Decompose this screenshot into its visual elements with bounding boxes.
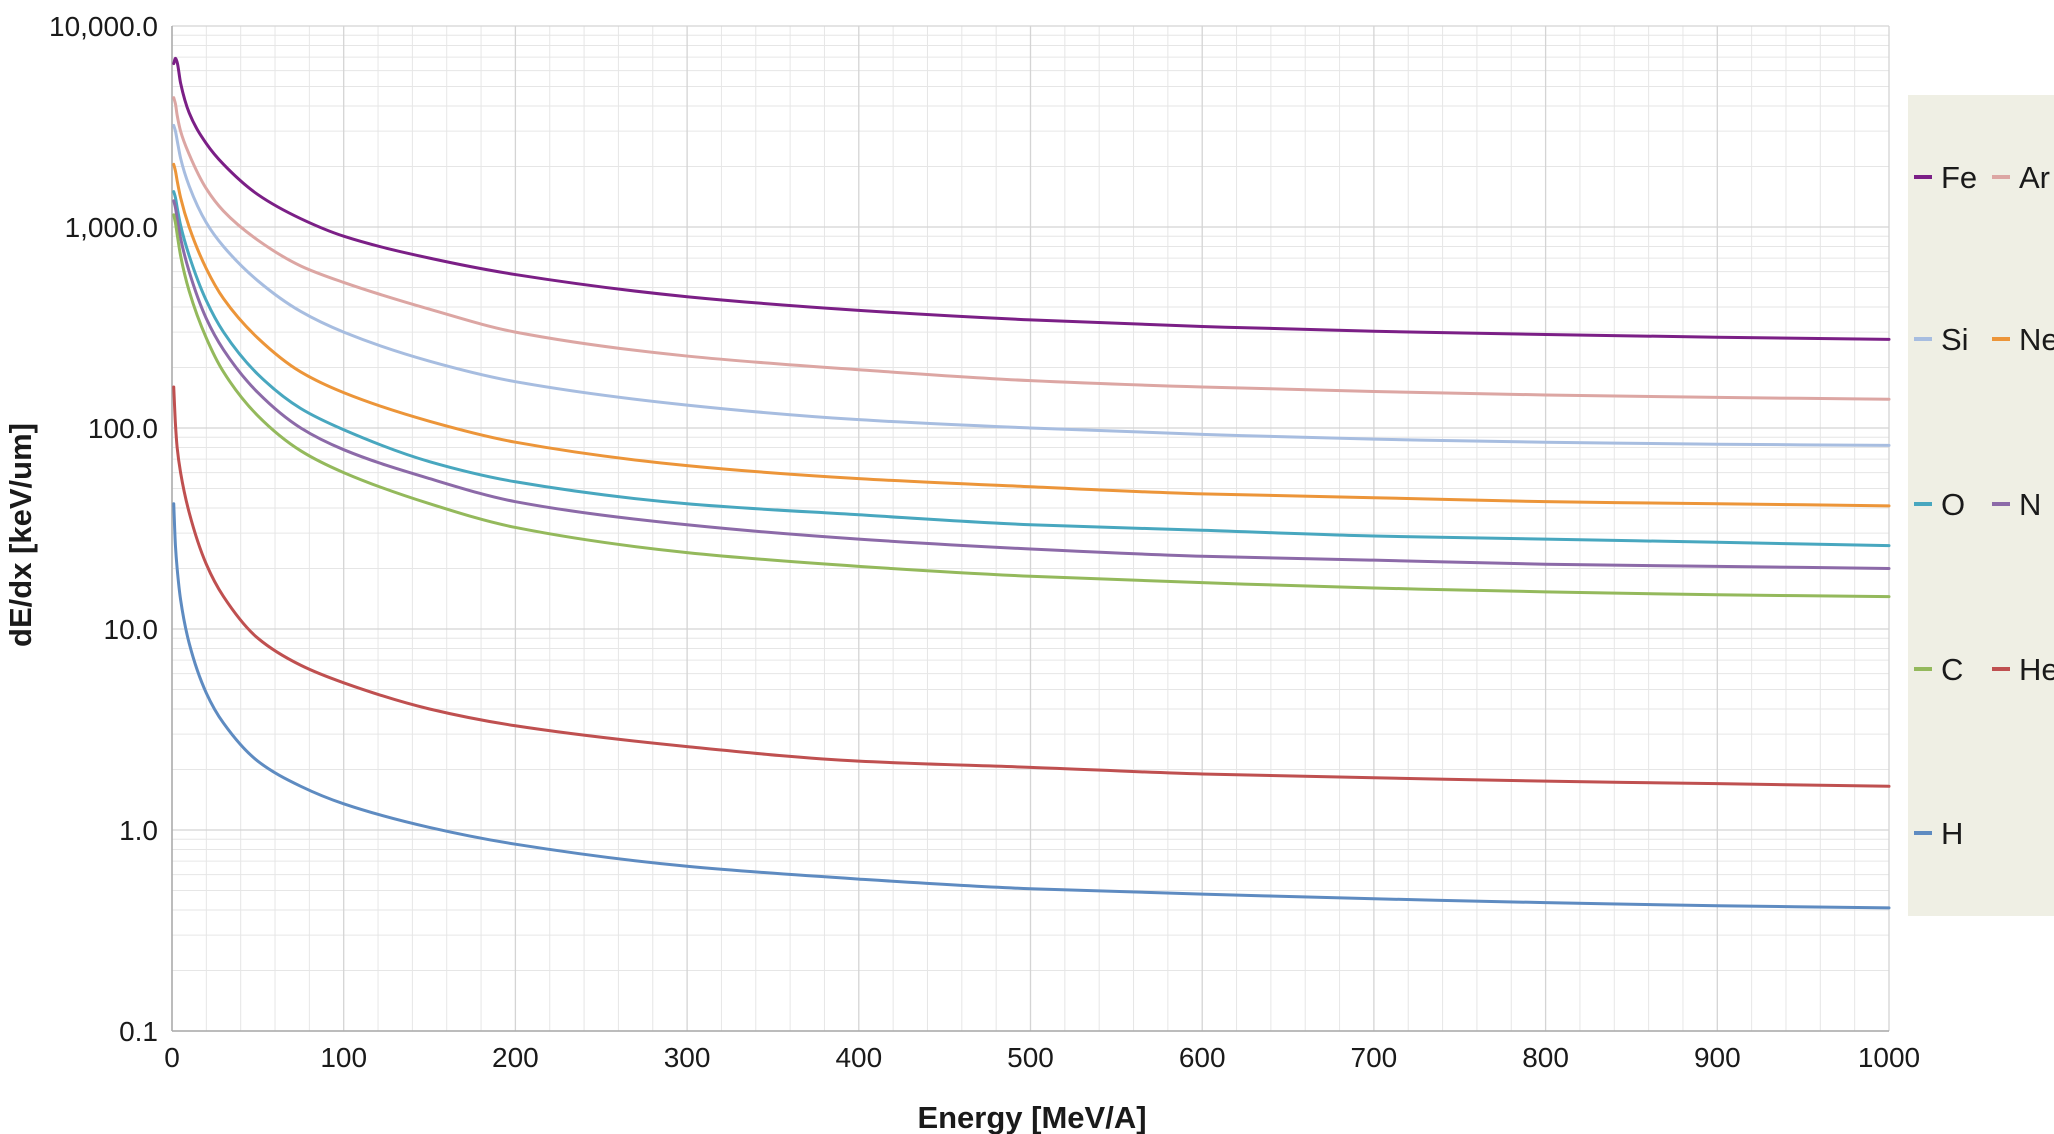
legend-items: Fe Ar Si Ne O N C He H bbox=[1914, 160, 2054, 851]
y-tick-label: 10,000.0 bbox=[49, 11, 158, 42]
x-tick-label: 800 bbox=[1522, 1042, 1569, 1073]
legend-label-ar: Ar bbox=[2019, 160, 2050, 195]
series-line-fe bbox=[172, 56, 1891, 341]
legend-background bbox=[1908, 95, 2054, 916]
y-axis-title: dE/dx [keV/um] bbox=[3, 423, 38, 647]
y-tick-label: 1,000.0 bbox=[65, 212, 158, 243]
legend-label-he: He bbox=[2019, 652, 2054, 687]
legend-label-h: H bbox=[1941, 816, 1963, 851]
series-lines bbox=[172, 56, 1891, 910]
x-tick-label: 1000 bbox=[1858, 1042, 1920, 1073]
x-axis-ticks: 0 100 200 300 400 500 600 700 800 900 1000 bbox=[164, 1042, 1920, 1073]
legend-label-fe: Fe bbox=[1941, 160, 1977, 195]
x-axis-title: Energy [MeV/A] bbox=[917, 1100, 1146, 1134]
legend: Fe Ar Si Ne O N C He H bbox=[1908, 95, 2054, 916]
x-tick-label: 700 bbox=[1351, 1042, 1398, 1073]
x-tick-label: 200 bbox=[492, 1042, 539, 1073]
series-line-o bbox=[172, 190, 1891, 548]
series-line-he bbox=[172, 385, 1891, 788]
series-line-h bbox=[172, 502, 1891, 910]
x-tick-label: 0 bbox=[164, 1042, 180, 1073]
x-tick-label: 400 bbox=[835, 1042, 882, 1073]
x-tick-label: 500 bbox=[1007, 1042, 1054, 1073]
series-line-c bbox=[172, 213, 1891, 599]
x-tick-label: 600 bbox=[1179, 1042, 1226, 1073]
y-tick-label: 1.0 bbox=[119, 815, 158, 846]
legend-label-c: C bbox=[1941, 652, 1963, 687]
series-line-ar bbox=[172, 96, 1891, 401]
legend-label-o: O bbox=[1941, 487, 1965, 522]
series-line-si bbox=[172, 123, 1891, 447]
series-line-n bbox=[172, 199, 1891, 570]
y-tick-label: 0.1 bbox=[119, 1016, 158, 1047]
y-tick-label: 100.0 bbox=[88, 413, 158, 444]
legend-label-ne: Ne bbox=[2019, 322, 2054, 357]
y-tick-label: 10.0 bbox=[104, 614, 159, 645]
axes bbox=[171, 26, 1889, 1032]
x-tick-label: 100 bbox=[320, 1042, 367, 1073]
x-tick-label: 300 bbox=[664, 1042, 711, 1073]
y-axis-ticks: 0.1 1.0 10.0 100.0 1,000.0 10,000.0 bbox=[49, 11, 158, 1047]
legend-label-n: N bbox=[2019, 487, 2041, 522]
x-tick-label: 900 bbox=[1694, 1042, 1741, 1073]
series-line-ne bbox=[172, 162, 1891, 508]
legend-label-si: Si bbox=[1941, 322, 1969, 357]
